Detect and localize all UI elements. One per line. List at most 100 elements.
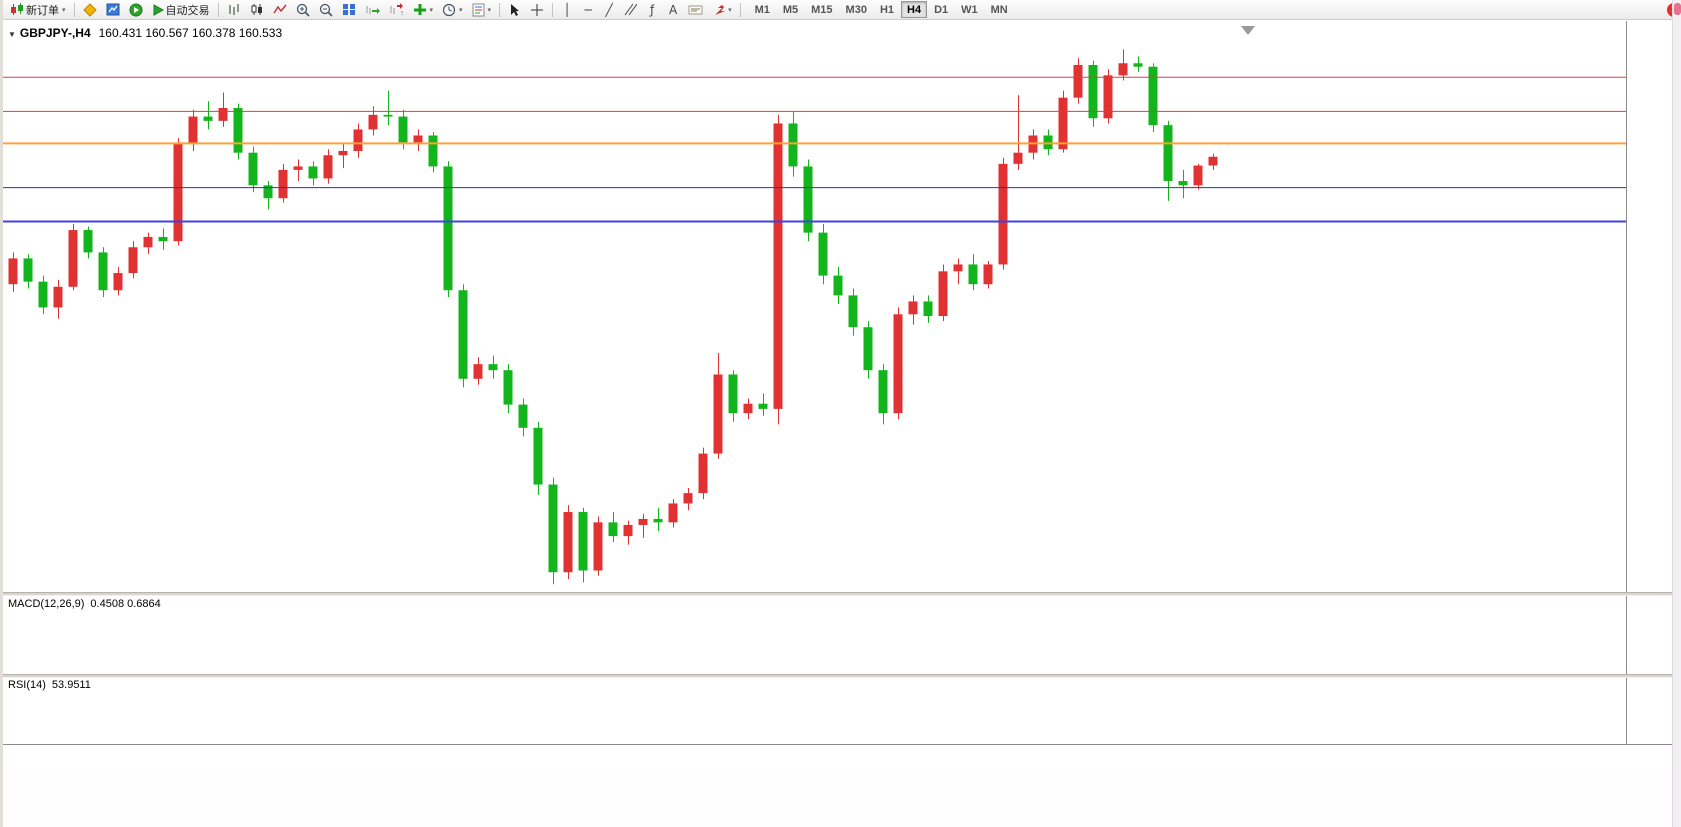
- chart-shift-marker-icon: [1241, 26, 1255, 35]
- text-button[interactable]: A: [663, 1, 683, 19]
- autotrade-label: 自动交易: [165, 4, 210, 17]
- indicators-button[interactable]: ▾: [409, 1, 438, 19]
- tf-m1[interactable]: M1: [749, 1, 776, 18]
- toolbar: 新订单 ▾ 自动交易: [3, 0, 1681, 20]
- toolbar-separator: [739, 2, 741, 17]
- bar-chart-mode-button[interactable]: [223, 1, 245, 19]
- auto-scroll-button[interactable]: [361, 1, 384, 19]
- tf-mn[interactable]: MN: [985, 1, 1014, 18]
- rsi-value: 53.9511: [51, 679, 91, 691]
- text-label-icon: [688, 5, 703, 14]
- autotrade-play-icon: [153, 3, 164, 16]
- crosshair-button[interactable]: [526, 1, 548, 19]
- clock-icon: [442, 3, 456, 16]
- chevron-down-icon: ▾: [487, 6, 492, 14]
- tf-w1[interactable]: W1: [955, 1, 984, 18]
- chevron-down-icon: ▾: [429, 6, 434, 14]
- chevron-down-icon: ▾: [728, 6, 732, 14]
- auto-scroll-icon: [366, 6, 380, 14]
- toolbar-separator: [73, 2, 75, 17]
- chart-header-collapse-icon[interactable]: ▼: [8, 30, 16, 39]
- timeframe-group: M1 M5 M15 M30 H1 H4 D1 W1 MN: [749, 1, 1014, 18]
- arrows-button[interactable]: ▾: [708, 1, 736, 19]
- macd-panel[interactable]: [3, 596, 1626, 674]
- metaeditor-button[interactable]: [79, 1, 101, 19]
- chart-shift-icon: [390, 3, 403, 15]
- templates-button[interactable]: ▾: [468, 1, 496, 19]
- horizontal-line-button[interactable]: ─: [578, 1, 598, 19]
- cursor-icon: [511, 3, 520, 16]
- tile-windows-icon: [342, 4, 355, 15]
- candlestick-chart-icon: [251, 4, 262, 15]
- chevron-down-icon: ▾: [62, 6, 66, 14]
- rsi-panel[interactable]: [3, 678, 1626, 744]
- trendline-icon: ╱: [605, 2, 613, 17]
- toolbar-separator: [552, 2, 554, 17]
- text-icon: A: [668, 2, 678, 17]
- chart-header: ▼ GBPJPY-,H4 160.431 160.567 160.378 160.5…: [8, 26, 282, 40]
- zoom-in-icon: [296, 3, 310, 17]
- price-axis[interactable]: [1626, 21, 1675, 744]
- tf-h1[interactable]: H1: [874, 1, 900, 18]
- panel-separator[interactable]: [3, 592, 1681, 596]
- line-chart-mode-button[interactable]: [269, 1, 291, 19]
- panel-separator[interactable]: [3, 674, 1681, 678]
- ohlc-values: 160.431 160.567 160.378 160.533: [98, 26, 283, 40]
- vertical-line-button[interactable]: │: [557, 1, 577, 19]
- metaeditor-icon: [82, 2, 97, 17]
- cursor-button[interactable]: [504, 1, 525, 19]
- tf-m30[interactable]: M30: [840, 1, 873, 18]
- trendline-button[interactable]: ╱: [599, 1, 619, 19]
- horizontal-line-icon: ─: [584, 2, 592, 17]
- macd-canvas[interactable]: [3, 596, 1626, 674]
- pink-marker-icon: [1674, 3, 1681, 15]
- tile-windows-button[interactable]: [338, 1, 360, 19]
- toolbar-separator: [217, 2, 219, 17]
- new-order-icon: [11, 3, 23, 15]
- autotrade-button[interactable]: 自动交易: [148, 1, 214, 19]
- new-order-label: 新订单: [26, 4, 59, 17]
- symbol-period-label: GBPJPY-,H4: [19, 26, 91, 40]
- fibonacci-icon: ƒ: [649, 2, 655, 17]
- toolbar-separator: [499, 2, 501, 17]
- arrow-tool-icon: [715, 4, 726, 15]
- price-chart-canvas[interactable]: [3, 22, 1626, 592]
- chevron-down-icon: ▾: [459, 6, 463, 14]
- window-edge-strip: [1672, 0, 1681, 827]
- new-order-button[interactable]: 新订单 ▾: [6, 1, 70, 19]
- rsi-header: RSI(14) 53.9511: [8, 679, 91, 691]
- time-axis[interactable]: [3, 744, 1681, 768]
- crosshair-icon: [531, 3, 544, 16]
- channel-icon: [624, 3, 638, 16]
- bar-chart-icon: [228, 4, 239, 15]
- market-watch-button[interactable]: [102, 1, 124, 19]
- zoom-out-icon: [319, 3, 333, 17]
- zoom-in-button[interactable]: [292, 1, 314, 19]
- periods-button[interactable]: ▾: [438, 1, 467, 19]
- indicators-icon: [413, 4, 426, 15]
- bottom-strip: [3, 768, 1681, 827]
- macd-name: MACD(12,26,9): [8, 598, 85, 610]
- vertical-line-icon: │: [563, 2, 571, 17]
- rsi-name: RSI(14): [8, 679, 46, 691]
- tf-m5[interactable]: M5: [777, 1, 804, 18]
- macd-header: MACD(12,26,9) 0.4508 0.6864: [8, 598, 161, 610]
- price-chart-panel[interactable]: [3, 22, 1626, 592]
- tf-m15[interactable]: M15: [805, 1, 838, 18]
- navigator-icon: [129, 3, 143, 16]
- candlestick-mode-button[interactable]: [246, 1, 268, 19]
- chart-shift-button[interactable]: [385, 1, 408, 19]
- macd-values: 0.4508 0.6864: [90, 598, 161, 610]
- text-label-button[interactable]: [684, 1, 707, 19]
- channel-button[interactable]: [620, 1, 641, 19]
- tf-d1[interactable]: D1: [928, 1, 954, 18]
- line-chart-icon: [272, 4, 287, 14]
- rsi-canvas[interactable]: [3, 678, 1626, 744]
- zoom-out-button[interactable]: [315, 1, 337, 19]
- fibonacci-button[interactable]: ƒ: [642, 1, 662, 19]
- market-watch-icon: [106, 3, 120, 16]
- template-icon: [472, 3, 485, 16]
- tf-h4[interactable]: H4: [901, 1, 928, 18]
- navigator-button[interactable]: [125, 1, 147, 19]
